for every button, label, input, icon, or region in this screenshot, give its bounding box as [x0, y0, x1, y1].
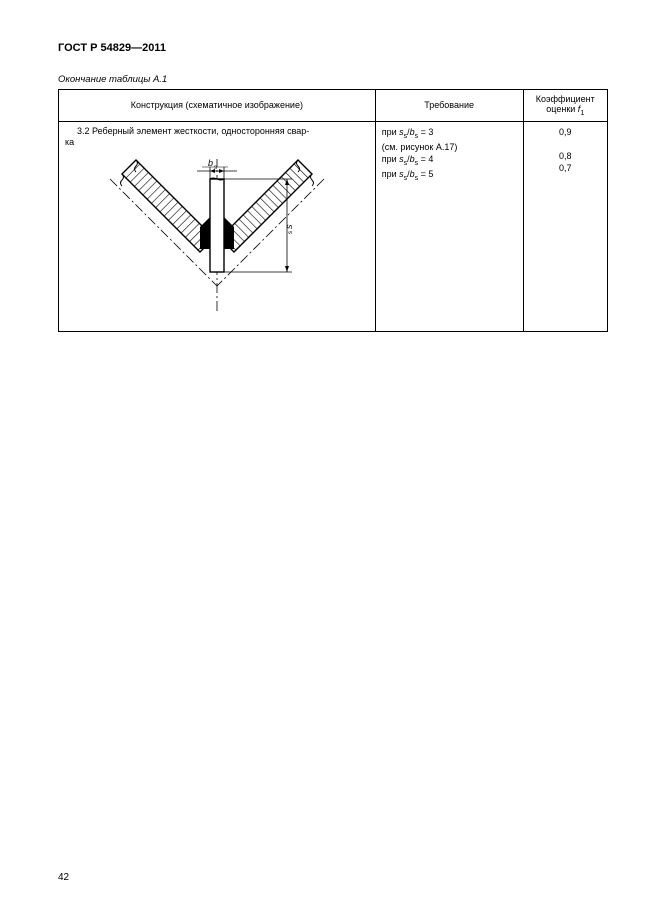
req-ref: (см. рисунок А.17)	[382, 141, 517, 153]
req-eq3: = 5	[418, 169, 433, 179]
th-coefficient: Коэффициент оценки f1	[523, 90, 607, 122]
table-caption: Окончание таблицы А.1	[58, 74, 608, 85]
page-number: 42	[58, 872, 69, 883]
cell-requirement: при ss/bs = 3 (см. рисунок А.17) при ss/…	[375, 121, 523, 331]
document-header: ГОСТ Р 54829—2011	[58, 42, 608, 54]
th-coef-line1: Коэффициент	[536, 94, 595, 104]
req-eq1: = 3	[418, 127, 433, 137]
label-bs-sub: s	[214, 165, 217, 171]
req-pre-1: при	[382, 127, 399, 137]
th-construction: Конструкция (схематичное изображение)	[59, 90, 376, 122]
construct-line1: 3.2 Реберный элемент жесткости, одностор…	[77, 126, 309, 136]
label-ss: s	[284, 224, 294, 229]
coef-1: 0,9	[530, 126, 601, 138]
coef-2: 0,8	[530, 150, 601, 162]
label-ss-sub: s	[288, 231, 294, 234]
req-pre-3: при	[382, 169, 399, 179]
th-coef-line2: оценки	[546, 104, 578, 114]
weld-diagram: b s s s	[65, 159, 369, 316]
req-eq2: = 4	[418, 154, 433, 164]
label-bs: b	[208, 159, 213, 168]
coef-3: 0,7	[530, 162, 601, 174]
construct-line2: ка	[65, 137, 74, 147]
cell-construction: 3.2 Реберный элемент жесткости, одностор…	[59, 121, 376, 331]
table-row: 3.2 Реберный элемент жесткости, одностор…	[59, 121, 608, 331]
cell-coefficient: 0,9 0,8 0,7	[523, 121, 607, 331]
th-requirement: Требование	[375, 90, 523, 122]
req-pre-2: при	[382, 154, 399, 164]
table-a1-end: Конструкция (схематичное изображение) Тр…	[58, 89, 608, 332]
